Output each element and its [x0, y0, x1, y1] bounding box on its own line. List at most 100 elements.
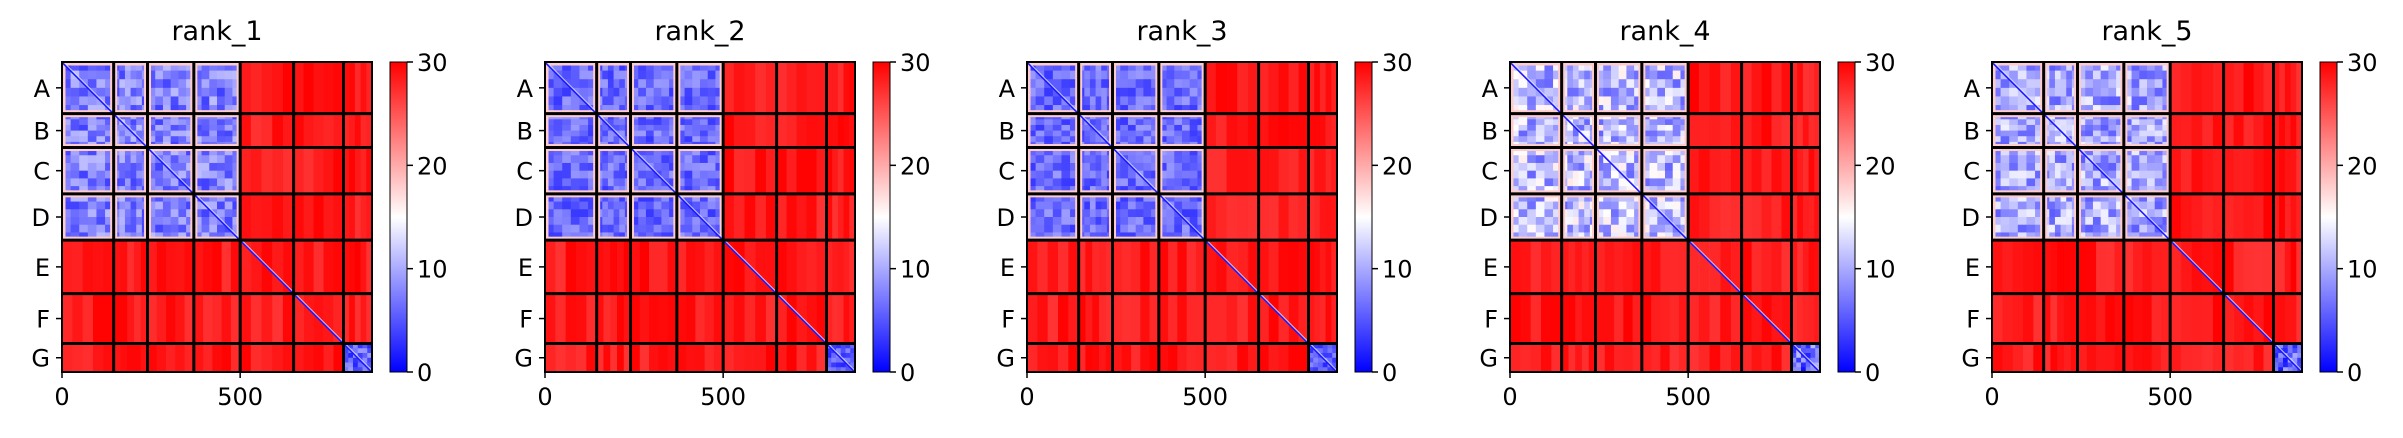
heatmap-cell: [2035, 170, 2045, 179]
heatmap-cell: [366, 113, 373, 148]
heatmap-cell: [2147, 96, 2156, 106]
heatmap-cell: [1544, 79, 1554, 89]
heatmap-cell: [1562, 148, 1596, 194]
heatmap-cell: [1626, 224, 1635, 233]
heatmap-cell: [1308, 367, 1314, 373]
heatmap-cell: [700, 79, 709, 89]
heatmap-cell: [733, 343, 746, 372]
heatmap-cell: [348, 352, 354, 359]
heatmap-cell: [1623, 240, 1634, 294]
heatmap-cell: [1680, 201, 1689, 210]
colorbar-tick-label: 30: [1382, 49, 1413, 77]
heatmap-cell: [70, 186, 80, 195]
heatmap-cell: [1197, 178, 1206, 187]
heatmap-cell: [1634, 178, 1643, 187]
heatmap-cell: [136, 186, 143, 195]
heatmap-cell: [2243, 343, 2255, 372]
chain-borders: [1510, 62, 1820, 372]
heatmap-cell: [1112, 293, 1123, 344]
heatmap-cell: [232, 217, 241, 226]
heatmap-cell: [1595, 155, 1604, 164]
heatmap-cell: [93, 343, 104, 372]
heatmap-cell: [1992, 224, 2002, 233]
heatmap-cell: [1626, 105, 1635, 115]
heatmap-cell: [1127, 209, 1137, 218]
heatmap-cell: [1189, 209, 1198, 218]
heatmap-cell: [186, 147, 195, 156]
heatmap-cell: [645, 70, 655, 80]
heatmap-cell: [261, 147, 273, 194]
heatmap-cell: [1672, 162, 1681, 172]
heatmap-cell: [2123, 293, 2134, 344]
heatmap-cell: [2253, 113, 2265, 148]
heatmap-cell: [1730, 240, 1743, 294]
y-tick-label: B: [517, 118, 533, 146]
heatmap-cell: [2154, 217, 2163, 226]
heatmap-cell: [1189, 178, 1198, 187]
heatmap-cell: [638, 147, 647, 156]
heatmap-cell: [2131, 186, 2140, 195]
heatmap-cell: [87, 224, 97, 233]
heatmap-cell: [2100, 87, 2109, 97]
heatmap-cell: [1603, 87, 1612, 97]
heatmap-cell: [579, 162, 589, 172]
heatmap-cell: [2049, 96, 2056, 106]
heatmap-cell: [653, 186, 662, 195]
heatmap-cell: [209, 186, 218, 195]
heatmap-cell: [607, 130, 615, 137]
heatmap-cell: [96, 217, 106, 226]
heatmap-cell: [661, 105, 670, 115]
heatmap-cell: [630, 186, 639, 195]
heatmap-cell: [1603, 79, 1612, 89]
heatmap-cell: [638, 217, 647, 226]
heatmap-cell: [224, 178, 233, 187]
heatmap-cell: [1751, 147, 1763, 194]
heatmap-cell: [2009, 217, 2019, 226]
y-tick-label: F: [519, 306, 533, 334]
heatmap-cell: [114, 148, 148, 194]
heatmap-cell: [1553, 79, 1563, 89]
heatmap-cell: [1720, 113, 1732, 148]
heatmap-cell: [1510, 201, 1520, 210]
heatmap-cell: [713, 240, 724, 294]
heatmap-cell: [119, 62, 126, 72]
heatmap-cell: [119, 79, 126, 89]
heatmap-cell: [2191, 293, 2203, 344]
heatmap-cell: [835, 343, 842, 349]
heatmap-cell: [700, 224, 709, 233]
heatmap-cell: [2123, 124, 2133, 132]
heatmap-cell: [2279, 193, 2286, 241]
colorbar-tick-label: 0: [900, 359, 915, 387]
heatmap-cell: [1143, 62, 1152, 72]
heatmap-cell: [178, 136, 187, 143]
heatmap-cell: [2054, 209, 2062, 218]
heatmap-cell: [2100, 186, 2109, 195]
heatmap-cell: [1741, 343, 1753, 372]
heatmap-cell: [1197, 162, 1206, 172]
heatmap-cell: [2060, 119, 2067, 126]
heatmap-cell: [1626, 186, 1635, 195]
heatmap-cell: [1101, 224, 1108, 233]
heatmap-cell: [87, 124, 97, 132]
heatmap-cell: [2108, 70, 2117, 80]
heatmap-cell: [692, 217, 701, 226]
heatmap-cell: [272, 343, 284, 372]
heatmap-cell: [1044, 62, 1054, 72]
heatmap-cell: [845, 357, 851, 363]
heatmap-cell: [619, 62, 626, 72]
heatmap-cell: [1572, 70, 1580, 80]
heatmap-cell: [1174, 217, 1183, 226]
heatmap-cell: [2060, 201, 2067, 210]
heatmap-cell: [1672, 217, 1681, 226]
heatmap-cell: [2108, 147, 2117, 156]
heatmap-cell: [232, 193, 241, 203]
heatmap-cell: [613, 201, 620, 210]
heatmap-cell: [1642, 62, 1688, 114]
heatmap-cell: [119, 201, 126, 210]
heatmap-cell: [147, 79, 156, 89]
heatmap-cell: [1166, 70, 1175, 80]
heatmap-cell: [2017, 96, 2027, 106]
heatmap-cell: [1186, 293, 1197, 344]
heatmap-cell: [96, 124, 106, 132]
heatmap-cell: [1070, 136, 1080, 143]
